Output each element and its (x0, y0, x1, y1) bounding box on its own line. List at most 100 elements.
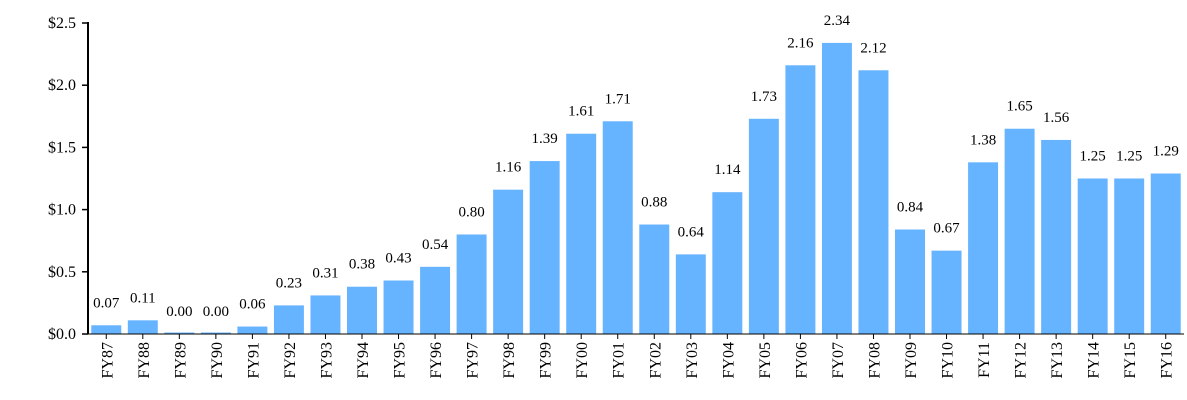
y-tick-label: $0.0 (48, 326, 76, 343)
bar-fy11 (968, 162, 999, 334)
y-tick-label: $1.0 (48, 202, 76, 219)
data-label-fy89: 0.00 (166, 304, 192, 320)
bar-fy06 (785, 65, 816, 335)
x-tick-label: FY12 (1013, 342, 1030, 378)
data-label-fy08: 2.12 (860, 40, 886, 56)
data-label-fy98: 1.16 (495, 160, 522, 176)
data-label-fy99: 1.39 (532, 131, 558, 147)
x-tick-label: FY09 (903, 342, 920, 378)
data-label-fy05: 1.73 (751, 89, 777, 105)
data-label-fy96: 0.54 (422, 237, 449, 253)
bar-fy13 (1041, 139, 1072, 334)
x-tick-label: FY08 (866, 342, 883, 378)
x-axis: FY87 FY88 FY89 FY90 FY91 FY92 FY93 FY94 FY95 FY96… (88, 333, 1184, 378)
data-label-fy07: 2.34 (824, 13, 851, 29)
data-label-fy92: 0.23 (276, 275, 302, 291)
x-tick-label: FY96 (428, 342, 445, 378)
x-tick-label: FY93 (318, 342, 335, 378)
data-label-fy13: 1.56 (1043, 110, 1070, 126)
data-label-fy11: 1.38 (970, 132, 996, 148)
data-label-fy15: 1.25 (1116, 149, 1142, 165)
x-tick-label: FY95 (392, 342, 409, 378)
data-label-fy91: 0.06 (239, 297, 266, 313)
data-label-fy94: 0.38 (349, 257, 375, 273)
x-tick-label: FY90 (209, 342, 226, 378)
x-tick-label: FY05 (757, 342, 774, 378)
x-tick-label: FY99 (538, 342, 555, 378)
x-tick-label: FY06 (793, 342, 810, 378)
bar-fy02 (639, 224, 670, 334)
x-tick-label: FY01 (611, 342, 628, 378)
bar-fy93 (310, 295, 341, 334)
data-label-fy16: 1.29 (1153, 144, 1179, 160)
bar-fy14 (1077, 178, 1108, 334)
bar-fy98 (493, 189, 524, 334)
x-tick-label: FY11 (976, 342, 993, 378)
y-tick-label: $0.5 (48, 264, 76, 281)
bar-fy05 (748, 118, 779, 335)
x-tick-label: FY16 (1159, 342, 1176, 378)
bar-fy00 (566, 133, 597, 334)
data-label-fy09: 0.84 (897, 200, 924, 216)
x-tick-label: FY10 (940, 342, 957, 378)
data-label-fy97: 0.80 (458, 204, 484, 220)
bar-fy92 (273, 305, 304, 334)
bar-fy07 (821, 42, 852, 335)
x-tick-label: FY14 (1086, 342, 1103, 378)
bar-fy09 (895, 229, 925, 334)
data-label-fy87: 0.07 (93, 295, 120, 311)
bar-fy04 (712, 192, 743, 334)
x-tick-label: FY00 (574, 342, 591, 378)
bar-fy94 (347, 286, 377, 334)
data-label-fy01: 1.71 (605, 91, 631, 107)
data-label-fy00: 1.61 (568, 104, 594, 120)
data-label-fy93: 0.31 (312, 265, 338, 281)
x-tick-label: FY92 (282, 342, 299, 378)
bar-fy99 (529, 161, 560, 334)
x-tick-label: FY89 (172, 342, 189, 378)
data-label-fy90: 0.00 (203, 304, 229, 320)
x-tick-label: FY87 (99, 342, 116, 378)
x-tick-label: FY03 (684, 342, 701, 378)
data-label-fy03: 0.64 (678, 224, 705, 240)
x-tick-label: FY94 (355, 342, 372, 378)
bar-fy95 (383, 280, 414, 334)
data-labels-layer: 0.07 0.11 0.00 0.00 0.06 0.23 0.31 0.38 0.43 0.54… (93, 13, 1179, 320)
data-label-fy10: 0.67 (933, 221, 960, 237)
bar-fy16 (1150, 173, 1181, 334)
data-label-fy95: 0.43 (385, 251, 411, 267)
data-label-fy88: 0.11 (130, 290, 156, 306)
data-label-fy06: 2.16 (787, 35, 814, 51)
x-tick-label: FY04 (720, 342, 737, 378)
bars-layer (91, 42, 1181, 335)
y-axis: $0.0 $0.5 $1.0 $1.5 $2.0 $2.5 (48, 15, 89, 343)
bar-fy12 (1004, 128, 1035, 334)
bar-fy97 (456, 234, 487, 334)
x-tick-label: FY02 (647, 342, 664, 378)
data-label-fy14: 1.25 (1080, 149, 1106, 165)
y-tick-label: $1.5 (48, 139, 76, 156)
y-tick-label: $2.5 (48, 15, 76, 32)
x-tick-label: FY15 (1122, 342, 1139, 378)
bar-fy96 (420, 266, 451, 334)
x-tick-label: FY07 (830, 342, 847, 378)
x-tick-label: FY88 (136, 342, 153, 378)
y-tick-label: $2.0 (48, 77, 76, 94)
bar-fy88 (127, 320, 158, 334)
bar-fy87 (91, 325, 122, 334)
x-tick-label: FY98 (501, 342, 518, 378)
bar-fy15 (1114, 178, 1145, 334)
bar-fy10 (931, 250, 962, 334)
bar-fy08 (858, 70, 889, 334)
data-label-fy12: 1.65 (1006, 99, 1032, 115)
data-label-fy04: 1.14 (714, 162, 741, 178)
data-label-fy02: 0.88 (641, 195, 667, 211)
bar-fy90 (200, 332, 231, 334)
x-tick-label: FY91 (245, 342, 262, 378)
bar-fy01 (602, 121, 633, 334)
bar-fy03 (675, 254, 706, 334)
x-tick-label: FY97 (465, 342, 482, 378)
bar-fy91 (237, 326, 268, 334)
